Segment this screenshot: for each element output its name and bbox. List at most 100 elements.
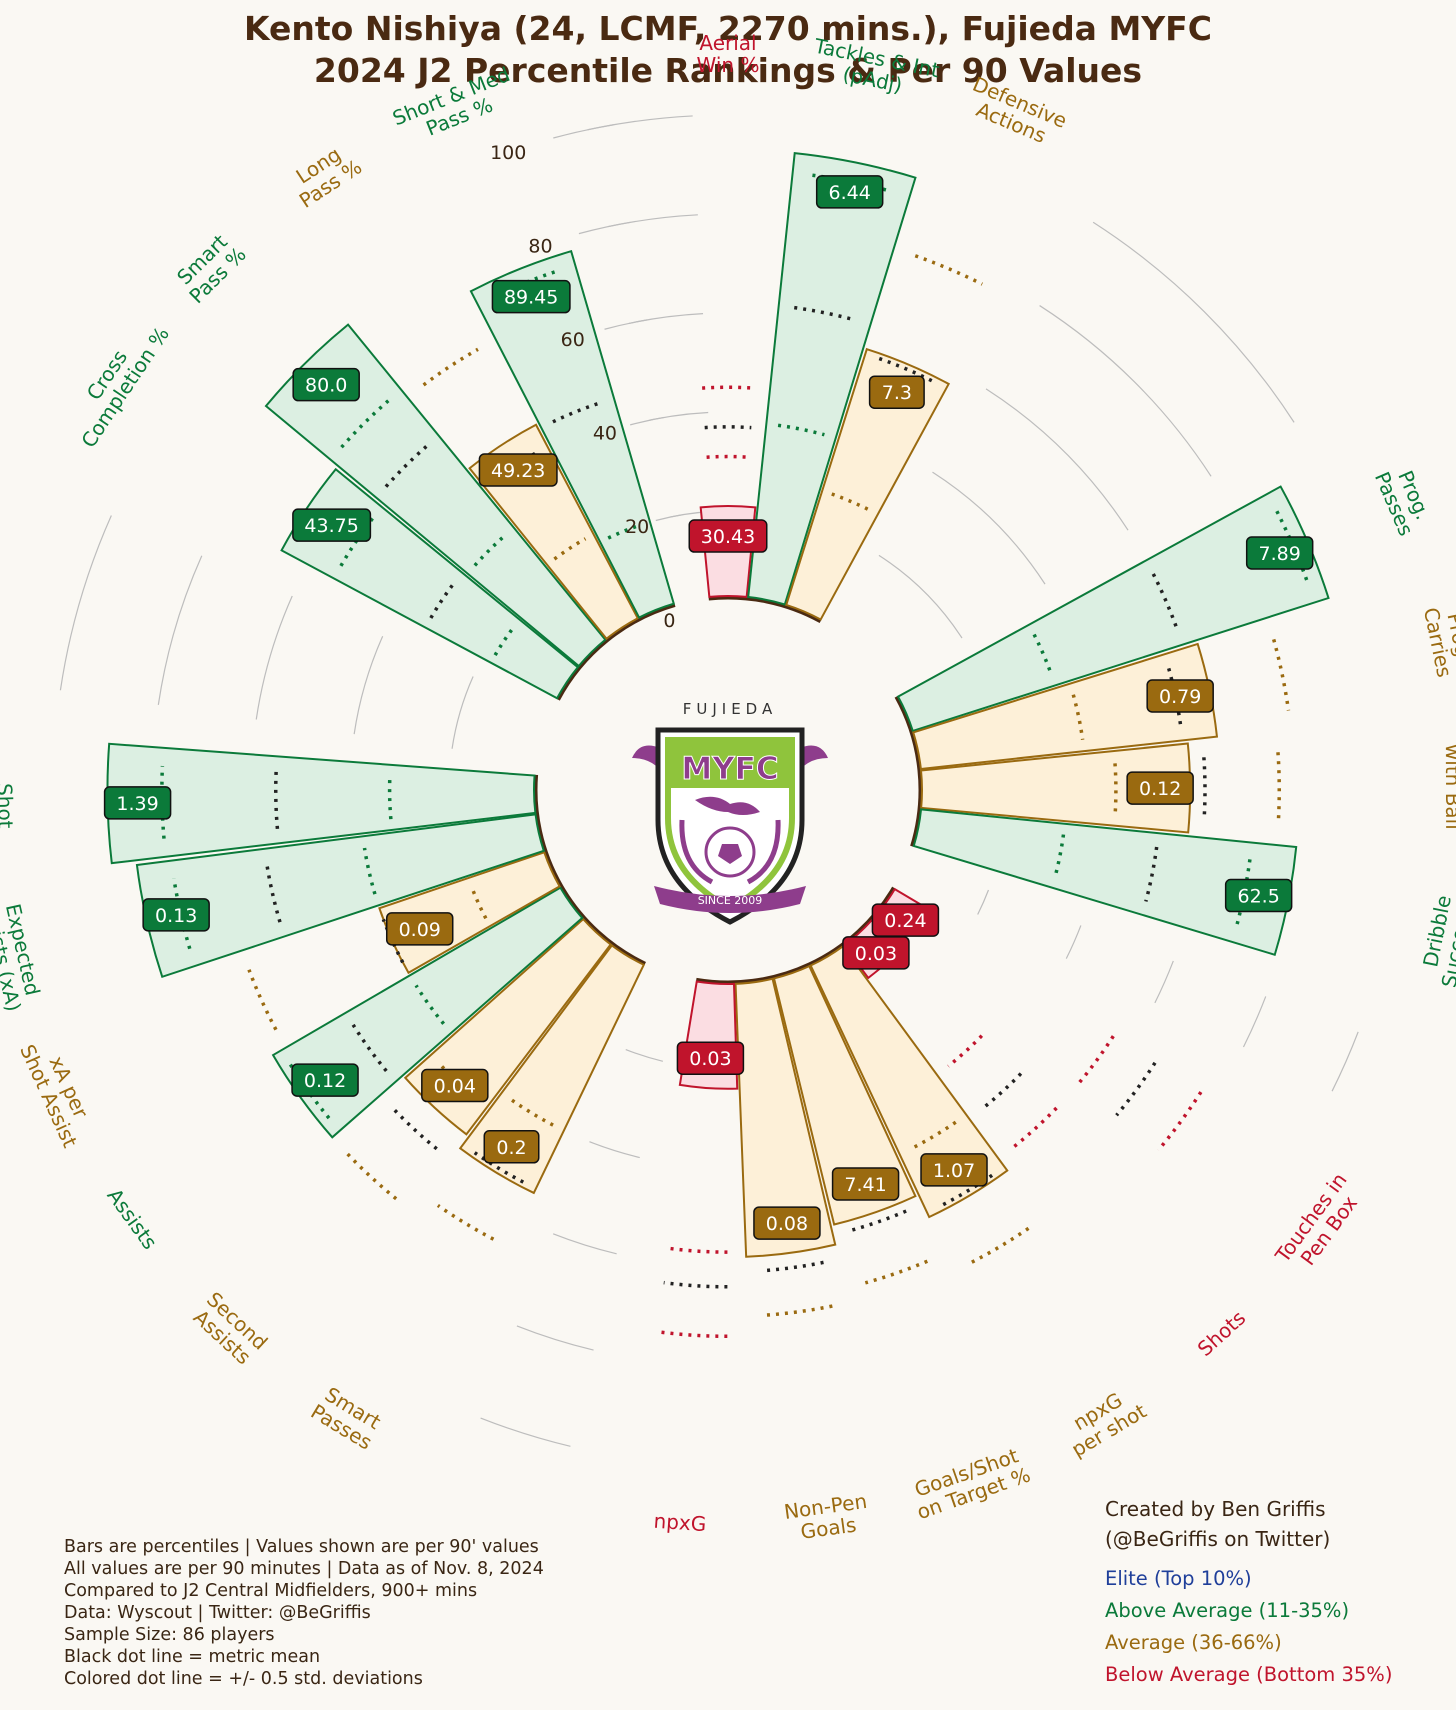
value-label-text: 0.12 — [304, 1070, 346, 1092]
value-label-text: 30.43 — [701, 526, 755, 548]
value-label-text: 62.5 — [1237, 886, 1279, 908]
value-label-box — [478, 453, 558, 487]
metric-label-line: npxG — [653, 1509, 707, 1536]
value-label-text: 49.23 — [491, 460, 545, 482]
title-line-1: Kento Nishiya (24, LCMF, 2270 mins.), Fu… — [244, 9, 1212, 48]
logo-top-text: FUJIEDA — [683, 700, 777, 718]
grid-arc — [932, 471, 1046, 585]
metric-label-line: Aerial — [699, 31, 756, 55]
bar — [135, 813, 546, 979]
value-label-box — [142, 898, 210, 932]
chart-title: Kento Nishiya (24, LCMF, 2270 mins.), Fu… — [0, 8, 1456, 92]
metric-label: xA perShot Assist — [15, 1032, 102, 1151]
sd-low-dot-line — [668, 1246, 728, 1254]
value-label-text: 0.2 — [496, 1137, 526, 1159]
mean-dot-line — [1151, 573, 1180, 631]
mean-dot-line — [381, 918, 405, 964]
sd-high-dot-line — [345, 1151, 398, 1201]
bar — [912, 642, 1219, 771]
mean-dot-line — [1115, 1061, 1157, 1117]
value-label-box — [103, 786, 172, 820]
title-line-2: 2024 J2 Percentile Rankings & Per 90 Val… — [313, 51, 1143, 90]
metric-label: Prog.Passes — [1370, 460, 1439, 540]
value-label-box — [421, 1068, 489, 1103]
grid-arc — [516, 1325, 594, 1351]
value-label: 7.3 — [868, 375, 925, 409]
value-label-box — [688, 519, 768, 553]
value-label: 30.43 — [688, 519, 768, 553]
note-line: Black dot line = metric mean — [64, 1647, 321, 1667]
metric-label-line: Win % — [697, 53, 760, 77]
sd-high-dot-line — [765, 1304, 833, 1317]
sd-high-dot-line — [1276, 752, 1281, 824]
sd-low-dot-line — [1113, 763, 1118, 814]
value-label-text: 6.44 — [829, 182, 871, 204]
value-label: 0.79 — [1146, 679, 1214, 713]
grid-arc — [1092, 221, 1295, 423]
sd-low-dot-line — [706, 454, 750, 459]
note-line: All values are per 90 minutes | Data as … — [64, 1559, 544, 1579]
grid-arc — [1065, 925, 1082, 959]
bar — [264, 323, 607, 668]
grid-arc — [552, 1233, 617, 1255]
credit-line-1: Created by Ben Griffis — [1105, 1497, 1326, 1521]
metric-label-line: Assists — [102, 1184, 162, 1254]
logo-banner-text: SINCE 2009 — [698, 894, 763, 907]
sd-low-dot-line — [1077, 1035, 1115, 1085]
sd-low-dot-line — [1071, 694, 1085, 740]
value-label: 80.0 — [292, 367, 360, 402]
value-label-box — [483, 1130, 540, 1164]
bar — [106, 742, 537, 865]
sd-low-dot-line — [553, 537, 587, 561]
mean-dot-line — [704, 425, 752, 430]
value-label-text: 0.08 — [766, 1213, 808, 1235]
value-label-box — [842, 936, 910, 970]
metric-label: Aerial Win % — [697, 31, 760, 77]
sd-high-dot-line — [340, 399, 390, 449]
mean-dot-line — [274, 770, 280, 830]
r-tick-label: 100 — [490, 142, 526, 164]
sd-high-dot-line — [914, 254, 983, 286]
value-label-box — [292, 508, 372, 542]
note-line: Colored dot line = +/- 0.5 std. deviatio… — [64, 1669, 423, 1689]
value-label: 0.09 — [385, 912, 454, 946]
value-label-box — [676, 1041, 745, 1075]
mean-dot-line — [1202, 757, 1207, 819]
mean-dot-line — [878, 356, 935, 384]
value-label: 0.12 — [291, 1063, 359, 1097]
footnotes: Bars are percentiles | Values shown are … — [64, 1536, 544, 1690]
value-label-box — [1224, 878, 1293, 913]
r-tick-label: 20 — [625, 516, 649, 538]
sd-low-dot-line — [947, 1034, 984, 1068]
value-label-box — [753, 1206, 821, 1240]
sd-low-dot-line — [510, 1098, 554, 1127]
value-label-text: 0.12 — [1139, 778, 1181, 800]
dot-lines-layer — [160, 173, 1310, 1339]
sd-high-dot-line — [1235, 859, 1252, 927]
sd-low-dot-line — [910, 1120, 957, 1151]
mean-dot-line — [552, 400, 603, 424]
value-label-box — [815, 175, 884, 209]
bar — [809, 945, 1009, 1219]
value-label: 0.03 — [842, 936, 910, 970]
metric-label-line: Shot — [0, 783, 18, 829]
metric-label: Shots — [1193, 1306, 1250, 1361]
value-label-box — [385, 912, 454, 946]
value-label-text: 1.07 — [933, 1160, 975, 1182]
grid-arc — [625, 1049, 664, 1062]
sd-high-dot-line — [422, 347, 479, 387]
grid-arc — [353, 636, 384, 735]
grid-arc — [1039, 305, 1212, 477]
value-label: 62.5 — [1224, 878, 1293, 913]
mean-dot-line — [981, 1072, 1023, 1111]
metric-label: SecondAssists — [187, 1287, 272, 1371]
value-label-text: 7.41 — [844, 1174, 886, 1196]
value-label: 0.13 — [142, 898, 210, 932]
mean-dot-line — [850, 1209, 907, 1233]
sd-low-dot-line — [1032, 633, 1054, 676]
sd-low-dot-line — [473, 533, 507, 567]
metric-label: Prog.Carries — [1419, 601, 1456, 679]
bar — [747, 152, 917, 606]
value-label: 0.08 — [753, 1206, 821, 1240]
metric-label: Touches inPen Box — [1270, 1168, 1370, 1280]
